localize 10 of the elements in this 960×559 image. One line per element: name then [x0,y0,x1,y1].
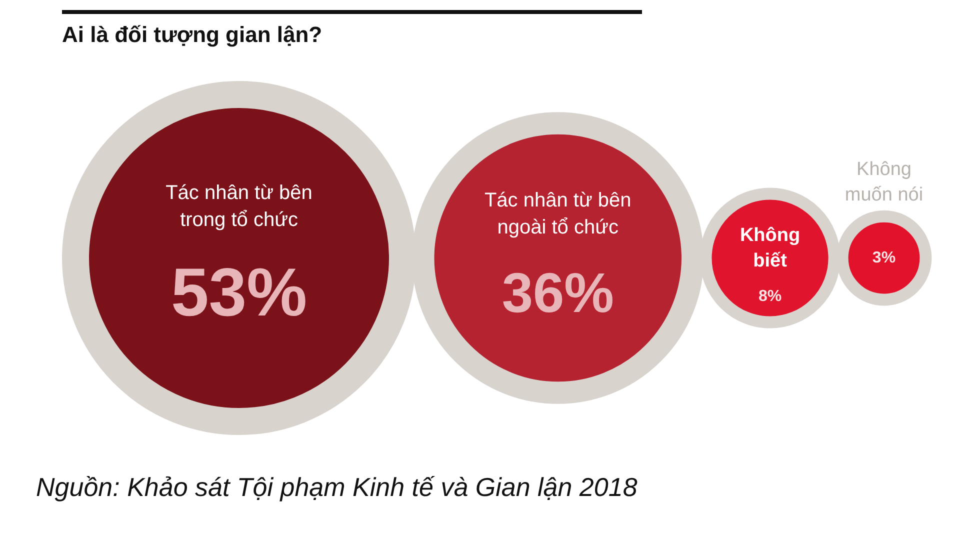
text: Ai là đối tượng gian lận? [62,10,642,48]
data-label: 53% [170,254,308,330]
category-label: Tác nhân từ bên trong tổ chức [166,182,312,232]
category-label: Không muốn nói [844,159,924,206]
text: Nguồn: Khảo sát Tội phạm Kinh tế và Gian lận 2018 [36,472,638,503]
data-label: 8% [758,288,782,305]
category-label: Không biết [740,224,800,272]
data-label: 36% [502,260,614,324]
data-label: 3% [872,249,896,266]
category-label: Tác nhân từ bên ngoài tổ chức [484,189,632,238]
